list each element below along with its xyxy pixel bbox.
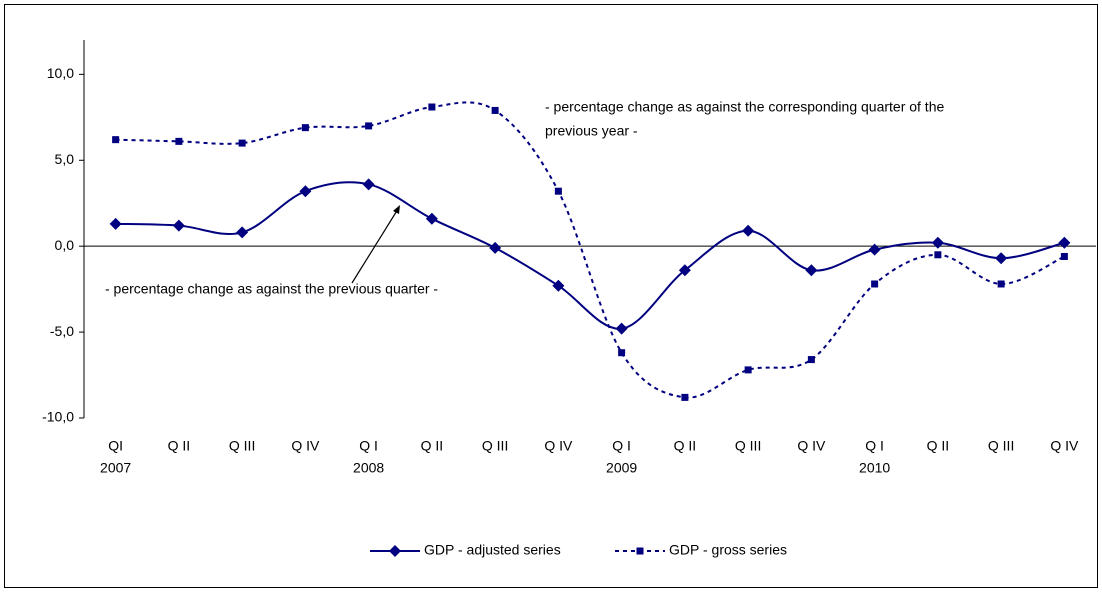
- x-tick-label: Q II: [421, 438, 444, 454]
- y-tick-label: 10,0: [47, 65, 74, 81]
- y-tick-label: 5,0: [55, 151, 75, 167]
- x-tick-label: Q I: [865, 438, 884, 454]
- data-point: [175, 137, 183, 145]
- data-point: [362, 178, 375, 191]
- x-tick-label: Q IV: [544, 438, 573, 454]
- data-point: [365, 122, 373, 130]
- year-label: 2010: [859, 460, 890, 476]
- y-tick-label: -10,0: [42, 409, 74, 425]
- data-point: [236, 226, 249, 239]
- year-label: 2008: [353, 460, 384, 476]
- x-tick-label: QI: [108, 438, 123, 454]
- data-point: [678, 264, 691, 277]
- x-tick-label: Q II: [168, 438, 191, 454]
- data-point: [995, 252, 1008, 265]
- data-point: [615, 322, 628, 335]
- data-point: [807, 356, 815, 364]
- legend-marker: [389, 545, 401, 557]
- legend-marker: [636, 547, 644, 555]
- data-point: [868, 243, 881, 256]
- data-point: [172, 219, 185, 232]
- legend-label: GDP - adjusted series: [424, 542, 561, 558]
- data-point: [552, 279, 565, 292]
- chart-frame: [4, 4, 1098, 588]
- data-point: [238, 139, 246, 147]
- x-tick-label: Q I: [612, 438, 631, 454]
- data-point: [554, 187, 562, 195]
- x-tick-label: Q IV: [797, 438, 826, 454]
- x-tick-label: Q III: [735, 438, 761, 454]
- data-point: [742, 224, 755, 237]
- data-point: [618, 349, 626, 357]
- data-point: [934, 251, 942, 259]
- data-point: [425, 212, 438, 225]
- data-point: [428, 103, 436, 111]
- year-label: 2009: [606, 460, 637, 476]
- data-point: [489, 241, 502, 254]
- x-tick-label: Q IV: [291, 438, 320, 454]
- annotation: - percentage change as against the corre…: [545, 99, 944, 115]
- data-point: [931, 236, 944, 249]
- x-tick-label: Q III: [988, 438, 1014, 454]
- data-point: [871, 280, 879, 288]
- data-point: [491, 106, 499, 114]
- data-point: [744, 366, 752, 374]
- arrow-head: [393, 205, 400, 214]
- data-point: [301, 124, 309, 132]
- x-tick-label: Q II: [674, 438, 697, 454]
- data-point: [109, 217, 122, 230]
- y-tick-label: -5,0: [50, 323, 74, 339]
- data-point: [299, 185, 312, 198]
- x-tick-label: Q IV: [1050, 438, 1079, 454]
- data-point: [681, 393, 689, 401]
- y-tick-label: 0,0: [55, 237, 75, 253]
- x-tick-label: Q III: [229, 438, 255, 454]
- data-point: [997, 280, 1005, 288]
- data-point: [112, 136, 120, 144]
- annotation: - percentage change as against the previ…: [105, 281, 438, 297]
- annotation: previous year -: [545, 123, 638, 139]
- x-tick-label: Q III: [482, 438, 508, 454]
- x-tick-label: Q II: [927, 438, 950, 454]
- series-line: [115, 181, 1065, 330]
- data-point: [1058, 236, 1071, 249]
- legend-label: GDP - gross series: [669, 542, 787, 558]
- data-point: [1060, 252, 1068, 260]
- data-point: [805, 264, 818, 277]
- x-tick-label: Q I: [359, 438, 378, 454]
- year-label: 2007: [100, 460, 131, 476]
